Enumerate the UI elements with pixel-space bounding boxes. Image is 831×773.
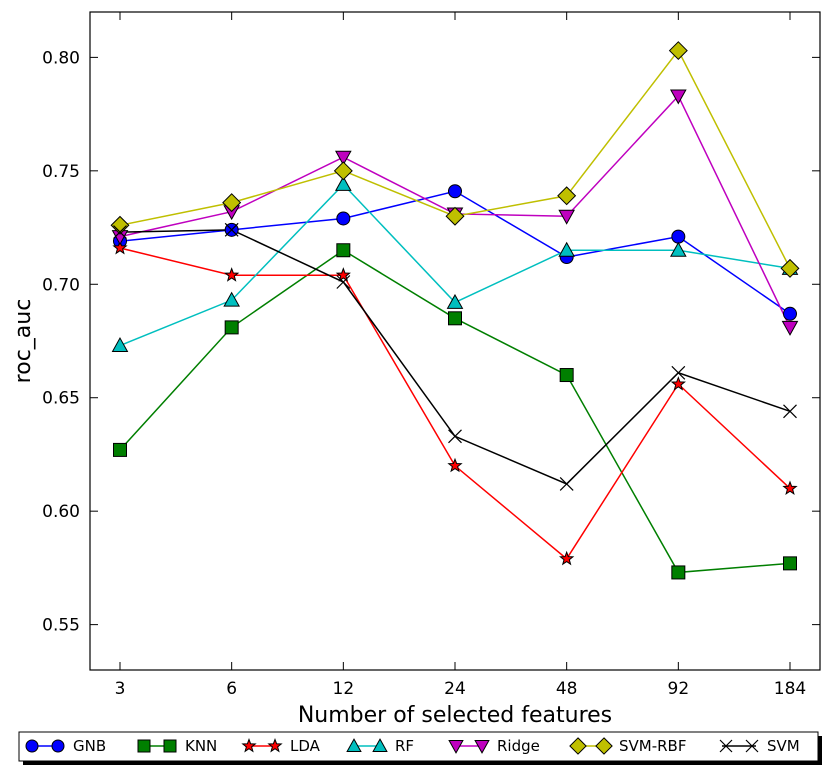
series-line-svm-rbf (119, 49, 791, 269)
data-point-rf-24 (446, 293, 464, 309)
y-tick-label: 0.60 (42, 502, 80, 522)
data-point-ridge-184 (781, 320, 799, 336)
data-point-ridge-12 (335, 150, 352, 166)
plot-frame (89, 11, 821, 671)
data-point-rf-12 (335, 175, 352, 191)
data-point-lda-24 (447, 457, 463, 473)
legend-marker-rf (346, 738, 362, 753)
x-axis-title: Number of selected features (298, 703, 612, 728)
y-tick-label: 0.75 (42, 162, 80, 182)
x-tick-label: 92 (668, 679, 690, 699)
legend-marker-lda (267, 737, 283, 753)
data-point-lda-92 (670, 376, 686, 391)
legend-label-gnb: GNB (73, 737, 106, 755)
legend-marker-ridge (448, 739, 464, 754)
legend-marker-lda (241, 737, 257, 753)
plot-area (110, 41, 800, 580)
x-tick-label: 48 (556, 679, 578, 699)
data-point-rf-3 (111, 337, 129, 353)
data-point-knn-24 (448, 311, 462, 326)
data-point-svm-24 (448, 429, 462, 444)
data-point-knn-48 (559, 368, 574, 383)
legend-marker-knn (163, 739, 177, 753)
data-point-gnb-184 (783, 306, 797, 321)
data-point-gnb-24 (448, 184, 462, 199)
data-point-lda-12 (335, 267, 351, 282)
legend-label-knn: KNN (185, 737, 217, 755)
legend-marker-gnb (51, 739, 65, 753)
data-point-svm-rbf-12 (333, 161, 353, 181)
data-point-svm-rbf-3 (110, 215, 130, 235)
data-point-knn-3 (113, 442, 127, 457)
data-point-knn-184 (783, 556, 797, 571)
data-point-svm-184 (783, 404, 797, 419)
data-point-knn-12 (336, 243, 351, 258)
data-point-rf-6 (223, 291, 240, 307)
data-point-svm-3 (113, 225, 127, 240)
x-tick-label: 12 (333, 679, 355, 699)
data-point-svm-rbf-6 (222, 193, 242, 213)
series-line-svm (119, 229, 791, 485)
legend-label-ridge: Ridge (497, 737, 540, 755)
x-tick-label: 184 (774, 679, 806, 699)
legend-marker-svm-rbf (595, 737, 613, 755)
y-tick-label: 0.70 (42, 275, 80, 295)
legend: GNB KNN LDA RF Ridge SVM-RBF SVM (18, 731, 822, 765)
x-tick-label: 6 (226, 679, 237, 699)
legend-marker-knn (137, 739, 151, 753)
y-tick-label: 0.55 (42, 616, 80, 636)
data-point-svm-48 (559, 477, 574, 491)
data-point-svm-rbf-92 (668, 41, 688, 61)
data-point-lda-6 (224, 267, 240, 282)
data-point-gnb-12 (336, 211, 351, 226)
legend-label-svm-rbf: SVM-RBF (619, 737, 686, 755)
data-point-rf-48 (558, 241, 575, 257)
legend-label-rf: RF (395, 737, 414, 755)
y-axis-title: roc_auc (11, 299, 36, 384)
data-point-gnb-92 (671, 229, 686, 244)
legend-label-svm: SVM (767, 737, 800, 755)
data-point-knn-92 (671, 565, 686, 580)
data-point-svm-92 (671, 365, 686, 380)
legend-label-lda: LDA (290, 737, 321, 755)
x-tick-label: 24 (444, 679, 466, 699)
data-point-ridge-92 (670, 89, 687, 105)
data-point-lda-3 (112, 239, 128, 255)
data-point-svm-12 (336, 275, 351, 289)
data-point-rf-92 (670, 241, 687, 257)
data-point-knn-6 (224, 320, 239, 335)
legend-marker-rf (372, 738, 388, 753)
legend-marker-ridge (474, 739, 490, 754)
legend-marker-gnb (25, 739, 39, 753)
legend-marker-svm (745, 739, 759, 753)
legend-marker-svm-rbf (569, 737, 587, 755)
y-tick-label: 0.80 (42, 48, 80, 68)
data-point-lda-48 (559, 550, 575, 566)
data-point-svm-rbf-48 (557, 186, 577, 206)
data-point-svm-rbf-184 (780, 258, 800, 278)
data-point-lda-184 (782, 480, 798, 495)
data-point-svm-rbf-24 (445, 206, 465, 226)
axes: 0.55 0.60 0.65 0.70 0.75 0.80 3 6 12 24 48 92 184 Num… (11, 11, 821, 728)
y-tick-label: 0.65 (42, 389, 80, 409)
data-point-ridge-48 (558, 209, 575, 225)
x-tick-label: 3 (115, 679, 126, 699)
legend-marker-svm (719, 739, 733, 753)
data-point-svm-6 (224, 222, 239, 237)
